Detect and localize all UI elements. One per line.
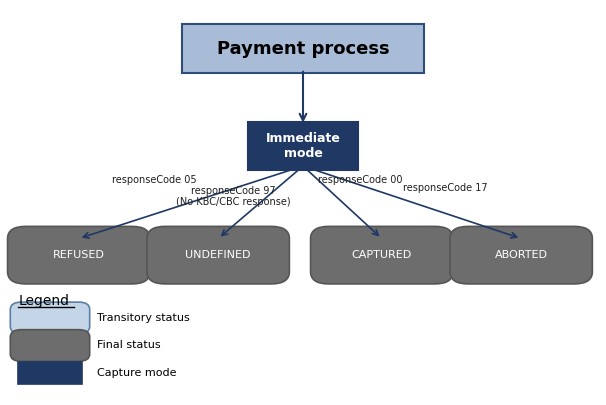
Text: UNDEFINED: UNDEFINED xyxy=(185,250,251,260)
Text: CAPTURED: CAPTURED xyxy=(351,250,412,260)
Text: Capture mode: Capture mode xyxy=(97,368,176,378)
Text: responseCode 17: responseCode 17 xyxy=(403,183,488,193)
FancyBboxPatch shape xyxy=(310,226,453,284)
Text: responseCode 97
(No KBC/CBC response): responseCode 97 (No KBC/CBC response) xyxy=(176,185,291,207)
FancyBboxPatch shape xyxy=(10,330,90,361)
FancyBboxPatch shape xyxy=(182,24,424,73)
Text: Payment process: Payment process xyxy=(217,40,389,58)
FancyBboxPatch shape xyxy=(248,122,358,170)
FancyBboxPatch shape xyxy=(147,226,289,284)
Text: Immediate
mode: Immediate mode xyxy=(265,132,341,160)
FancyBboxPatch shape xyxy=(8,226,150,284)
Text: Final status: Final status xyxy=(97,341,161,350)
FancyBboxPatch shape xyxy=(450,226,593,284)
Text: responseCode 05: responseCode 05 xyxy=(112,175,197,185)
FancyBboxPatch shape xyxy=(10,302,90,334)
Text: REFUSED: REFUSED xyxy=(53,250,105,260)
Text: ABORTED: ABORTED xyxy=(494,250,548,260)
Text: Legend: Legend xyxy=(18,294,69,308)
Text: responseCode 00: responseCode 00 xyxy=(318,175,403,185)
FancyBboxPatch shape xyxy=(18,362,82,384)
Text: Transitory status: Transitory status xyxy=(97,313,190,323)
